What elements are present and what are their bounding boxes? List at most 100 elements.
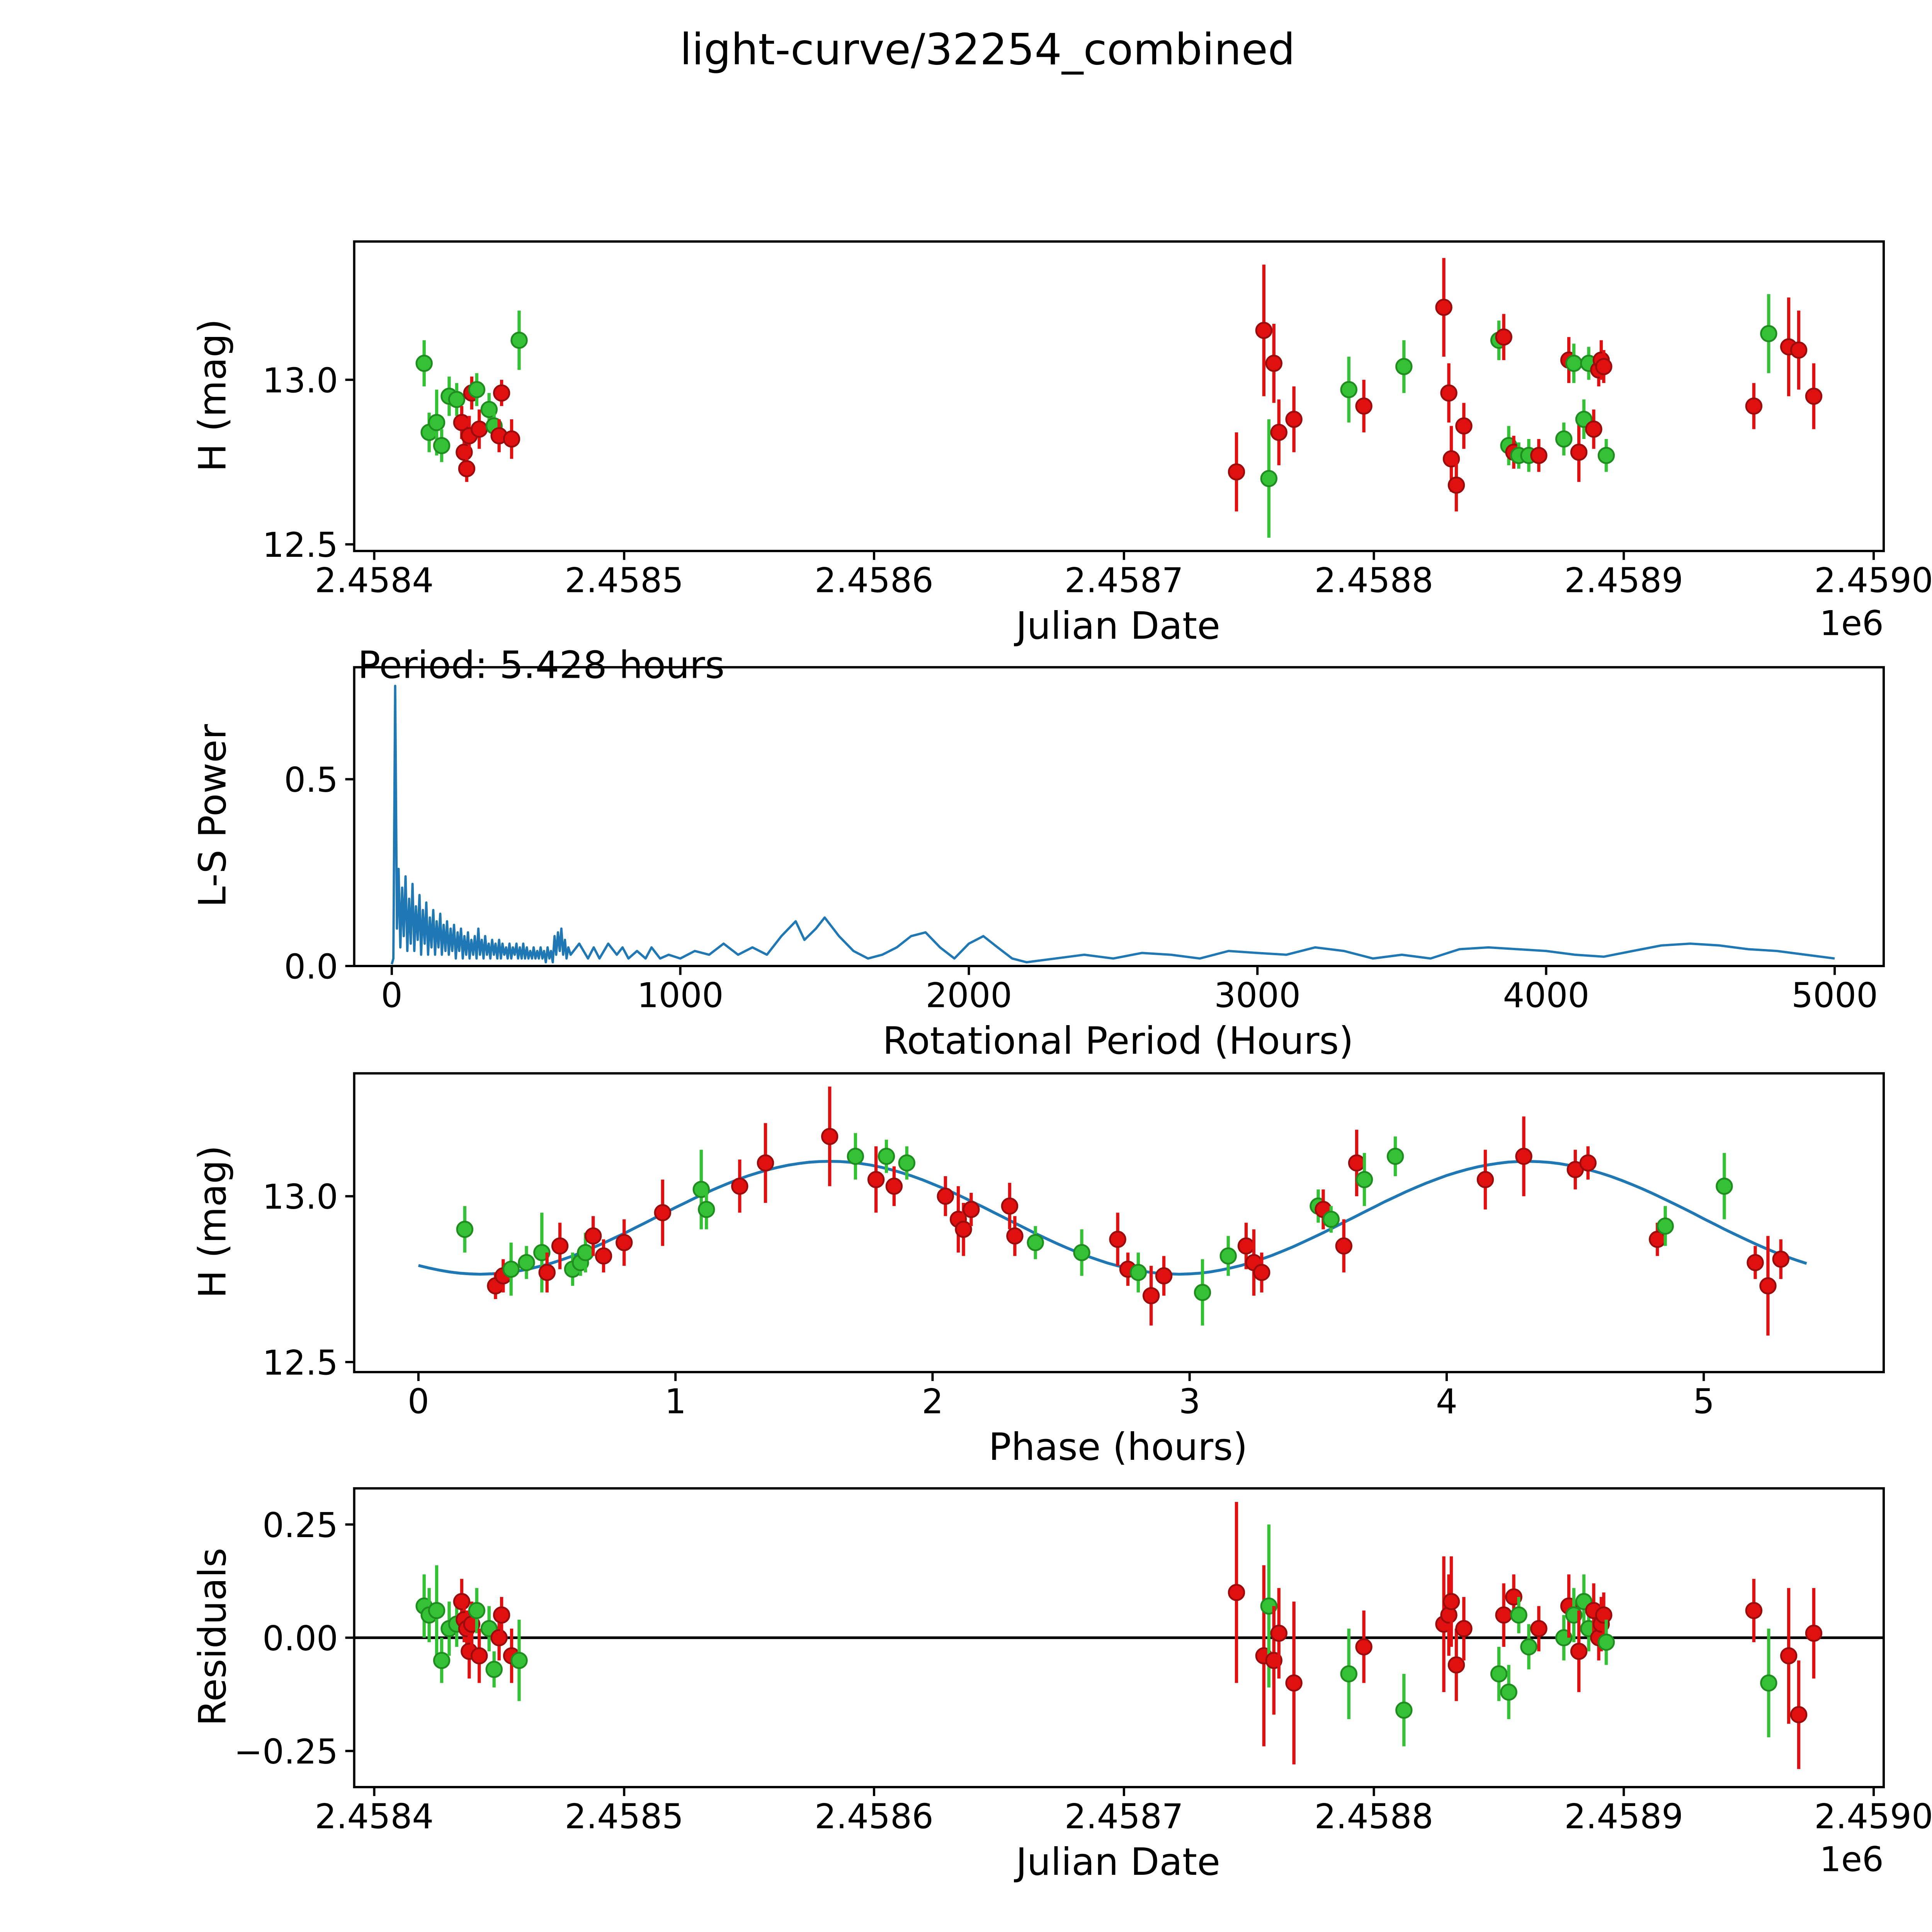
data-point [1355,1171,1373,1189]
data-point [1585,420,1602,438]
y-axis-label-jd-plot: H (mag) [190,319,234,472]
data-point [1476,1171,1494,1189]
data-point [1570,444,1588,461]
axes-frame [353,666,1885,968]
x-axis-label-jd-plot: Julian Date [1014,604,1220,648]
data-point [1442,1593,1460,1611]
data-point [1253,1264,1270,1281]
data-point [1759,1277,1777,1295]
data-point [471,1647,488,1665]
data-point [490,1629,508,1646]
y-tick-label: 0.25 [262,1505,338,1545]
data-point [1285,410,1303,428]
x-axis-label-residuals: Julian Date [1014,1840,1220,1884]
data-point [1747,1254,1764,1271]
x-tick-label: 2.4590 [1814,1796,1932,1836]
offset-label-residuals: 1e6 [1820,1840,1884,1879]
data-point [1340,381,1357,398]
jd-magnitude-plot: 2.4584 2.4585 2.4586 2.4587 2.4588 2.4589 2.45… [262,240,1932,600]
data-point [1805,388,1823,405]
data-point [502,1260,520,1278]
data-point [1530,447,1548,464]
x-tick-label: 2.4588 [1315,560,1434,600]
data-point [1219,1247,1237,1265]
period-annotation: Period: 5.428 hours [358,643,724,687]
x-tick-label: 1000 [637,975,724,1015]
data-point [1386,1148,1404,1165]
data-point [1716,1177,1733,1195]
data-point [898,1154,915,1172]
data-point [1745,397,1763,415]
x-tick-label: 1 [665,1381,686,1421]
x-tick-label: 2.4584 [315,1796,434,1836]
data-point [1027,1234,1044,1251]
data-point [757,1154,774,1172]
data-point [1447,476,1465,494]
data-point [821,1128,838,1145]
data-point [1595,1606,1612,1624]
periodogram-plot: 0 1000 2000 3000 4000 5000 0.0 0.5 Period: 5.428… [284,643,1885,1015]
data-point [1006,1227,1024,1245]
x-tick-label: 2.4587 [1065,560,1184,600]
data-point [1270,1624,1287,1642]
data-point [458,460,476,478]
y-tick-label: −0.25 [234,1732,338,1772]
data-point [485,1661,503,1678]
data-point [1760,1674,1777,1692]
data-point [1520,1638,1537,1656]
x-tick-label: 5000 [1791,975,1878,1015]
data-point [493,1606,510,1624]
data-point [1515,1148,1532,1165]
data-point [428,414,446,431]
periodogram-line [390,684,1835,965]
data-point [433,437,451,454]
data-point [1790,341,1808,359]
data-point [1194,1284,1211,1301]
x-tick-label: 2.4585 [565,1796,684,1836]
data-point [518,1254,535,1271]
data-point [1780,1647,1798,1665]
data-point [1355,397,1372,415]
data-point [551,1237,569,1255]
data-point [1530,1620,1548,1638]
y-axis-label-periodogram: L-S Power [190,724,234,907]
data-point [1490,1665,1508,1683]
data-point [510,1652,528,1669]
data-point [1129,1264,1147,1281]
x-tick-label: 2.4586 [815,1796,934,1836]
x-tick-label: 0 [408,1381,429,1421]
y-tick-label: 12.5 [262,525,338,565]
data-point [415,355,433,372]
data-point [433,1652,451,1669]
axes-frame [353,1072,1885,1373]
offset-label-jd-plot: 1e6 [1820,604,1884,643]
data-point [1495,328,1512,346]
x-tick-label: 2.4587 [1065,1796,1184,1836]
data-point [1570,1643,1588,1660]
x-axis-label-phase: Phase (hours) [988,1425,1247,1469]
y-axis-label-residuals: Residuals [190,1548,234,1726]
data-point [1760,325,1777,342]
data-point [471,420,488,438]
x-tick-label: 3 [1179,1381,1201,1421]
data-point [468,381,486,398]
x-tick-label: 2.4585 [565,560,684,600]
data-point [1595,358,1612,375]
data-point [1656,1217,1674,1235]
data-point [1772,1250,1790,1268]
x-tick-label: 0 [381,975,403,1015]
data-point [878,1148,895,1165]
data-point [1555,430,1573,448]
y-tick-label: 0.0 [284,947,338,986]
data-point [1155,1267,1173,1285]
data-point [1510,1606,1527,1624]
data-point [1228,1584,1245,1601]
y-tick-label: 13.0 [262,361,338,400]
data-point [1565,355,1583,372]
data-point [654,1204,672,1221]
y-axis-label-phase: H (mag) [190,1145,234,1298]
data-point [1440,384,1458,402]
data-point [1335,1237,1353,1255]
data-point [1142,1287,1160,1304]
